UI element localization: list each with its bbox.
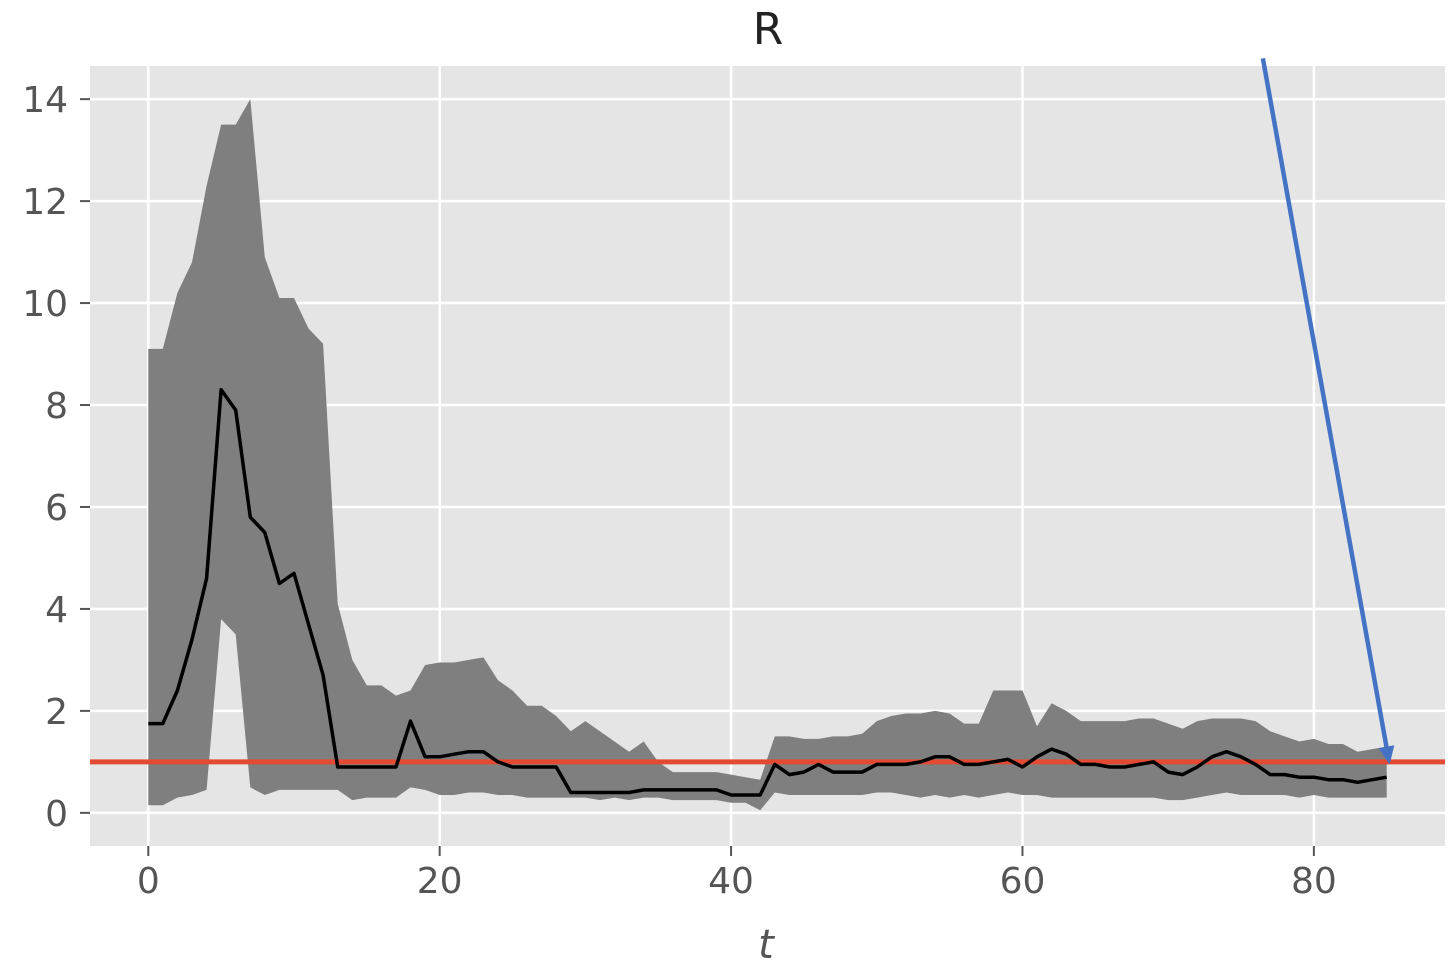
- series-line: [148, 387, 1387, 797]
- y-tick-label: 8: [45, 386, 68, 427]
- chart-title: R: [753, 4, 784, 55]
- x-tick-label: 40: [708, 861, 754, 902]
- y-tick-label: 0: [45, 794, 68, 835]
- y-tick-label: 12: [22, 182, 68, 223]
- y-tick-label: 2: [45, 692, 68, 733]
- median-line: [148, 387, 1387, 797]
- x-tick-label: 0: [137, 861, 160, 902]
- band-area: [148, 99, 1387, 811]
- x-axis-label: t: [758, 922, 775, 966]
- y-tick-label: 4: [45, 590, 68, 631]
- x-tick-label: 80: [1291, 861, 1337, 902]
- confidence-band: [148, 99, 1387, 811]
- y-tick-label: 6: [45, 488, 68, 529]
- x-tick-label: 20: [417, 861, 463, 902]
- annotation-arrow: [1260, 57, 1395, 765]
- y-tick-label: 10: [22, 284, 68, 325]
- x-ticks: 0 20 40 60 80: [137, 846, 1337, 902]
- x-tick-label: 60: [1000, 861, 1046, 902]
- arrow-head: [1378, 745, 1395, 765]
- y-tick-label: 14: [22, 80, 68, 121]
- y-ticks: 0 2 4 6 8 10 12 14: [22, 80, 90, 835]
- arrow-shaft: [1260, 57, 1389, 748]
